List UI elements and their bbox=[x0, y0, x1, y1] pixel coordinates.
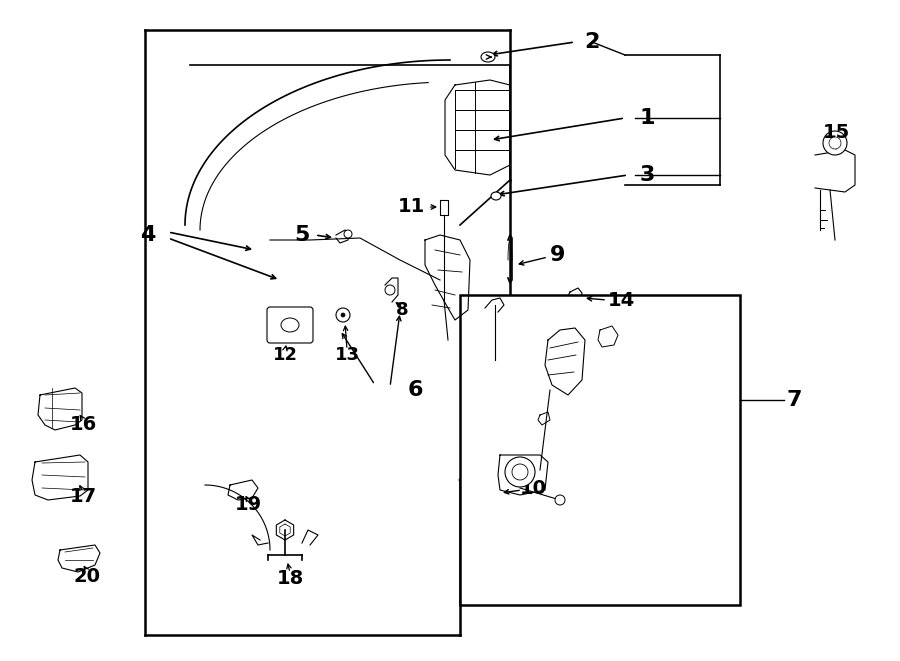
Text: 19: 19 bbox=[234, 496, 262, 514]
Circle shape bbox=[344, 230, 352, 238]
Circle shape bbox=[505, 457, 535, 487]
Text: 10: 10 bbox=[520, 479, 547, 498]
Circle shape bbox=[512, 464, 528, 480]
Text: 3: 3 bbox=[640, 165, 655, 185]
Text: 15: 15 bbox=[823, 124, 850, 143]
Text: 14: 14 bbox=[608, 290, 635, 309]
Bar bbox=[460, 295, 740, 605]
Text: 4: 4 bbox=[140, 225, 155, 245]
Text: 7: 7 bbox=[787, 390, 803, 410]
Text: 6: 6 bbox=[407, 380, 423, 400]
Text: 5: 5 bbox=[294, 225, 310, 245]
FancyBboxPatch shape bbox=[267, 307, 313, 343]
Circle shape bbox=[341, 313, 345, 317]
Text: 12: 12 bbox=[273, 346, 298, 364]
Circle shape bbox=[385, 285, 395, 295]
Text: 11: 11 bbox=[398, 198, 425, 217]
Circle shape bbox=[823, 131, 847, 155]
Text: 20: 20 bbox=[74, 566, 101, 586]
Text: 18: 18 bbox=[276, 568, 303, 588]
Circle shape bbox=[336, 308, 350, 322]
Text: 8: 8 bbox=[396, 301, 409, 319]
Text: 2: 2 bbox=[584, 32, 599, 52]
Circle shape bbox=[555, 495, 565, 505]
Text: 1: 1 bbox=[640, 108, 655, 128]
Ellipse shape bbox=[281, 318, 299, 332]
Ellipse shape bbox=[481, 52, 495, 62]
Text: 17: 17 bbox=[69, 488, 96, 506]
Circle shape bbox=[829, 137, 841, 149]
Text: 16: 16 bbox=[69, 416, 96, 434]
Ellipse shape bbox=[491, 192, 501, 200]
Text: 9: 9 bbox=[550, 245, 566, 265]
Text: 13: 13 bbox=[335, 346, 359, 364]
